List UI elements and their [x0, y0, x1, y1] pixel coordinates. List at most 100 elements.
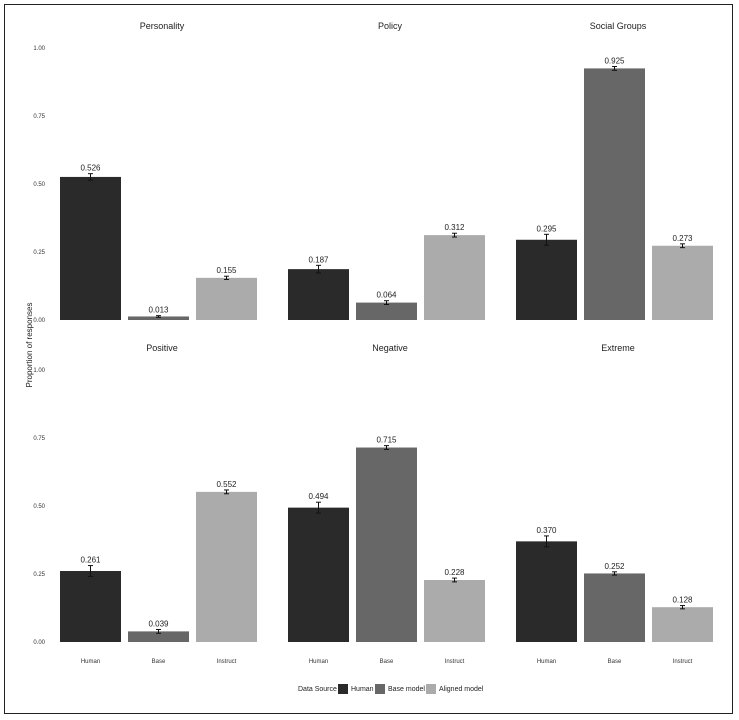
panel-title: Positive — [146, 343, 178, 353]
bar-human — [516, 541, 577, 642]
y-tick-label: 0.00 — [33, 318, 45, 324]
x-tick-label: Human — [309, 659, 328, 665]
bar-value-label: 0.128 — [672, 596, 693, 605]
panel-title: Policy — [378, 21, 403, 31]
bar-value-label: 0.526 — [80, 164, 101, 173]
legend-swatch — [375, 684, 385, 694]
bar-value-label: 0.715 — [376, 436, 397, 445]
bar-base — [356, 302, 417, 320]
legend-title: Data Source — [298, 686, 337, 693]
bar-value-label: 0.273 — [672, 234, 693, 243]
y-tick-label: 1.00 — [33, 46, 45, 52]
bar-base — [584, 68, 645, 321]
error-bar — [224, 489, 229, 495]
error-bar — [680, 243, 685, 249]
bar-base — [128, 631, 189, 642]
bar-value-label: 0.228 — [444, 568, 465, 577]
bar-value-label: 0.252 — [604, 562, 625, 571]
legend-entry-aligned-model: Aligned model — [426, 684, 484, 694]
panel-title: Social Groups — [590, 21, 647, 31]
error-bar — [224, 275, 229, 280]
panels-layer: 0.00 0.25 0.50 0.75 1.00 0.00 0.25 0.50 0.75 1.00… — [33, 21, 713, 665]
x-tick-label: Base — [608, 659, 622, 665]
bar-value-label: 0.312 — [444, 223, 465, 232]
x-tick-label: Human — [537, 659, 556, 665]
bar-value-label: 0.013 — [148, 306, 169, 315]
legend-entry-base-model: Base model — [375, 684, 425, 694]
bar-human — [516, 239, 577, 320]
error-bar — [384, 300, 389, 305]
x-tick-label: Base — [380, 659, 394, 665]
bar-instruct — [424, 235, 485, 320]
bar-human — [60, 571, 121, 642]
error-bar — [88, 565, 93, 577]
bar-value-label: 0.494 — [308, 492, 329, 501]
error-bar — [88, 173, 93, 181]
x-tick-label: Human — [81, 659, 100, 665]
legend-entry-human: Human — [338, 684, 374, 694]
error-bar — [612, 571, 617, 576]
panel-title: Personality — [140, 21, 185, 31]
error-bar — [544, 535, 549, 548]
panel-extreme: Extreme 0.370 Human 0.252 Base 0.128 Instruct — [516, 343, 713, 665]
bar-value-label: 0.155 — [216, 266, 237, 275]
panel-policy: Policy 0.187 0.064 0.312 — [288, 21, 485, 320]
legend-swatch — [338, 684, 348, 694]
y-tick-label: 0.25 — [33, 250, 45, 256]
error-bar — [452, 577, 457, 583]
y-tick-label: 0.00 — [33, 640, 45, 646]
error-bar — [544, 233, 549, 246]
y-tick-label: 1.00 — [33, 368, 45, 374]
figure-frame — [4, 4, 733, 714]
bar-human — [288, 269, 349, 320]
y-axis-label: Proportion of responses — [25, 303, 34, 388]
x-tick-label: Instruct — [673, 659, 693, 665]
bar-value-label: 0.552 — [216, 480, 237, 489]
legend-swatch — [426, 684, 436, 694]
bar-value-label: 0.295 — [536, 224, 557, 233]
panel-title: Extreme — [601, 343, 635, 353]
panel-title: Negative — [372, 343, 408, 353]
bar-value-label: 0.064 — [376, 291, 397, 300]
bar-base — [356, 447, 417, 642]
y-tick-label: 0.75 — [33, 436, 45, 442]
y-tick-label: 0.50 — [33, 182, 45, 188]
y-tick-label: 0.25 — [33, 572, 45, 578]
x-tick-label: Instruct — [445, 659, 465, 665]
error-bar — [156, 315, 161, 318]
y-tick-label: 0.50 — [33, 504, 45, 510]
error-bar — [156, 628, 161, 634]
error-bar — [316, 264, 321, 274]
bar-instruct — [196, 491, 257, 642]
panel-social-groups: Social Groups 0.295 0.925 0.273 — [516, 21, 713, 321]
y-tick-label: 0.75 — [33, 114, 45, 120]
bar-value-label: 0.039 — [148, 619, 169, 628]
x-tick-label: Base — [152, 659, 166, 665]
x-tick-label: Instruct — [217, 659, 237, 665]
bar-value-label: 0.370 — [536, 526, 557, 535]
bar-instruct — [652, 607, 713, 642]
legend-label: Human — [351, 686, 374, 693]
error-bar — [612, 65, 617, 71]
bar-instruct — [652, 245, 713, 320]
panel-positive: Positive 0.261 Human 0.039 Base 0.552 Instruct — [60, 343, 257, 665]
bar-value-label: 0.925 — [604, 56, 625, 65]
error-bar — [384, 445, 389, 450]
legend-label: Base model — [388, 686, 425, 693]
legend-label: Aligned model — [439, 686, 484, 693]
bar-instruct — [196, 277, 257, 320]
bar-instruct — [424, 579, 485, 642]
bar-value-label: 0.187 — [308, 255, 329, 264]
bar-value-label: 0.261 — [80, 556, 101, 565]
bar-human — [60, 176, 121, 320]
panel-negative: Negative 0.494 Human 0.715 Base 0.228 Instruct — [288, 343, 485, 665]
legend: Data Source Human Base model Aligned model — [298, 684, 484, 694]
bar-human — [288, 507, 349, 642]
bar-base — [584, 573, 645, 642]
bar-base — [128, 316, 189, 320]
error-bar — [316, 501, 321, 514]
error-bar — [680, 605, 685, 610]
error-bar — [452, 232, 457, 238]
panel-personality: Personality 0.526 0.013 0.155 — [60, 21, 257, 320]
